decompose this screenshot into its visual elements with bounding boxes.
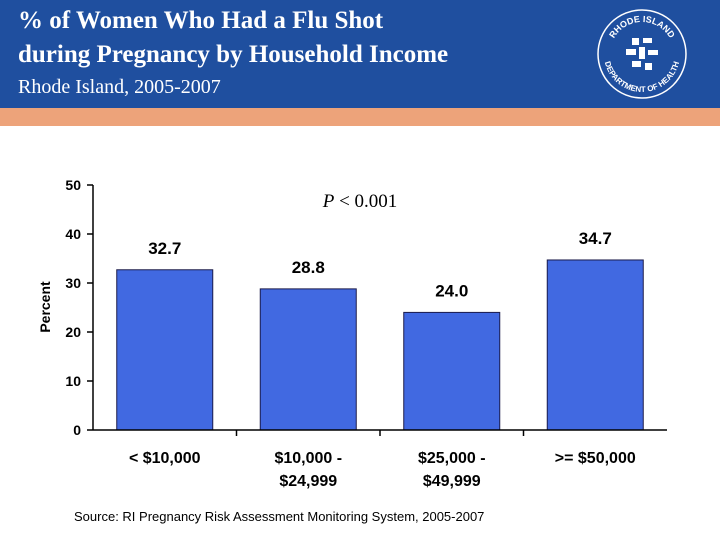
category-label-3: $25,000 -: [418, 450, 486, 467]
p-value-annotation: P < 0.001: [322, 191, 398, 212]
bar-2: [259, 288, 357, 431]
y-tick-label: 50: [65, 177, 81, 193]
value-label-3: 24.0: [435, 281, 468, 300]
y-tick-label: 20: [65, 324, 81, 340]
header-banner: % of Women Who Had a Flu Shot during Pre…: [0, 0, 720, 108]
y-axis-ticks: 0 10 20 30 40 50: [65, 177, 93, 438]
category-labels: < $10,000 $10,000 - $24,999 $25,000 - $49,99…: [129, 430, 636, 490]
y-axis-title: Percent: [37, 281, 53, 333]
chart-subtitle: Rhode Island, 2005-2007: [18, 76, 221, 98]
bar-chart: P < 0.001 Percent 0 10 20 30 40 50 32.7 28.8 24…: [37, 177, 667, 490]
bar-1: [116, 269, 214, 431]
y-tick-label: 0: [73, 422, 81, 438]
category-label-3: $49,999: [423, 473, 481, 490]
y-tick-label: 40: [65, 226, 81, 242]
chart-title-line-1: % of Women Who Had a Flu Shot: [18, 7, 384, 34]
ri-department-of-health-logo: RHODE ISLAND DEPARTMENT OF HEALTH: [597, 9, 687, 99]
logo-emblem-icon: [626, 38, 658, 70]
category-label-1: < $10,000: [129, 450, 201, 467]
category-label-4: >= $50,000: [555, 450, 636, 467]
logo-ring: [597, 9, 687, 99]
y-tick-label: 30: [65, 275, 81, 291]
accent-bar: [0, 108, 720, 126]
chart-title-line-2: during Pregnancy by Household Income: [18, 41, 449, 68]
value-label-2: 28.8: [292, 258, 325, 277]
bars: [116, 259, 644, 431]
value-labels: 32.7 28.8 24.0 34.7: [148, 229, 612, 300]
category-label-2: $24,999: [279, 473, 337, 490]
bar-4: [546, 259, 644, 431]
value-label-1: 32.7: [148, 239, 181, 258]
value-label-4: 34.7: [579, 229, 612, 248]
source-note: Source: RI Pregnancy Risk Assessment Mon…: [74, 509, 485, 524]
category-label-2: $10,000 -: [274, 450, 342, 467]
y-tick-label: 10: [65, 373, 81, 389]
bar-3: [403, 311, 501, 431]
